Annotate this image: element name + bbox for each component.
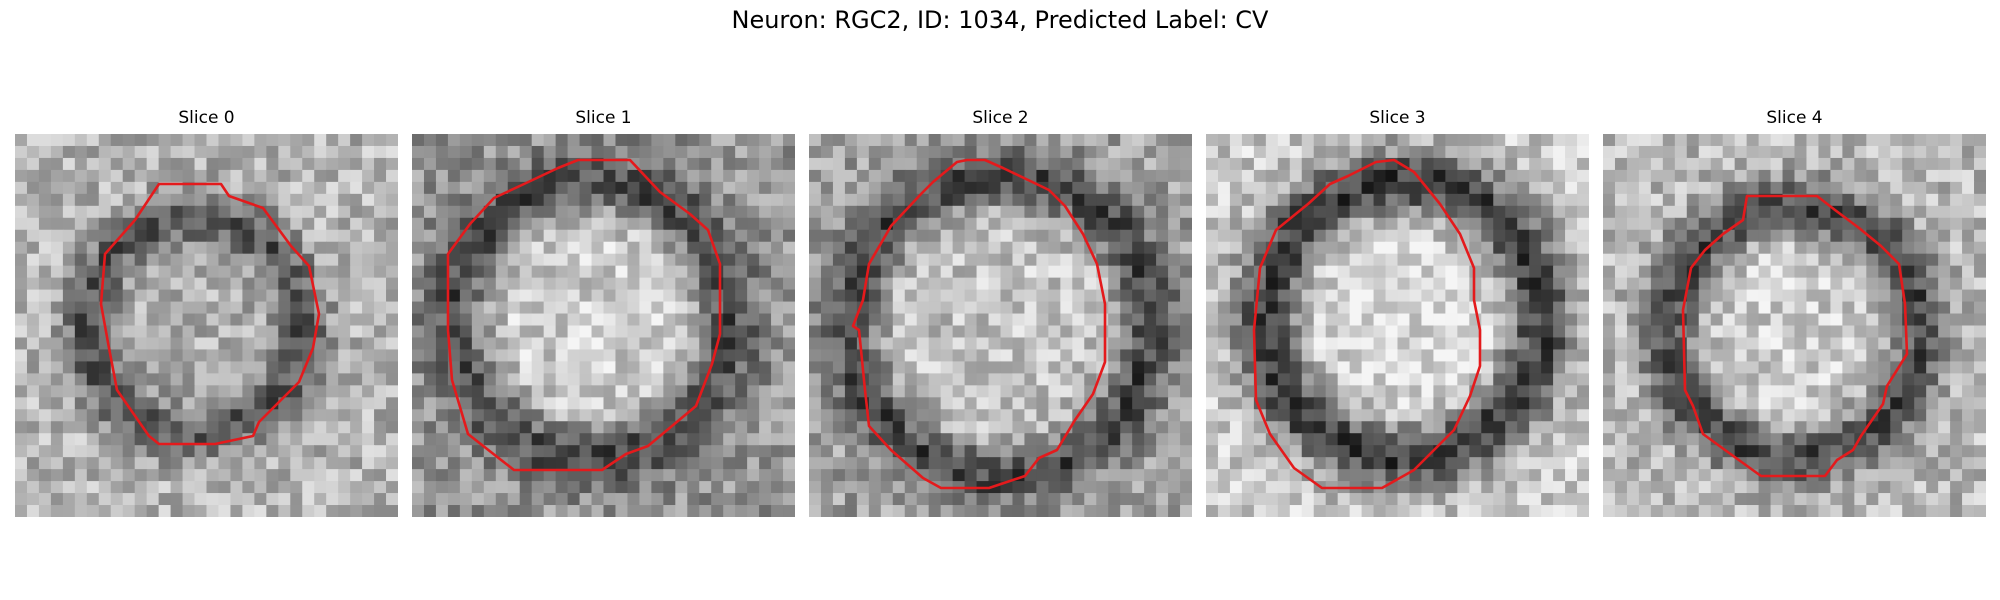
contour-outline (99, 182, 321, 446)
slice-image (412, 134, 795, 517)
slice-label: Slice 1 (575, 108, 632, 128)
slice-image (15, 134, 398, 517)
contour-outline (446, 158, 722, 472)
slice-image (1603, 134, 1986, 517)
contour-outline (1681, 194, 1909, 478)
grayscale-texture (809, 134, 1192, 517)
slice-label: Slice 0 (178, 108, 235, 128)
slice-label: Slice 4 (1766, 108, 1823, 128)
grayscale-texture (412, 134, 795, 517)
slice-image (1206, 134, 1589, 517)
grayscale-texture (15, 134, 398, 517)
figure-title: Neuron: RGC2, ID: 1034, Predicted Label:… (731, 6, 1269, 34)
slice-label: Slice 2 (972, 108, 1029, 128)
grayscale-texture (1603, 134, 1986, 517)
grayscale-texture (1206, 134, 1589, 517)
slice-label: Slice 3 (1369, 108, 1426, 128)
contour-outline (1252, 158, 1482, 490)
slice-image (809, 134, 1192, 517)
contour-outline (851, 158, 1107, 490)
